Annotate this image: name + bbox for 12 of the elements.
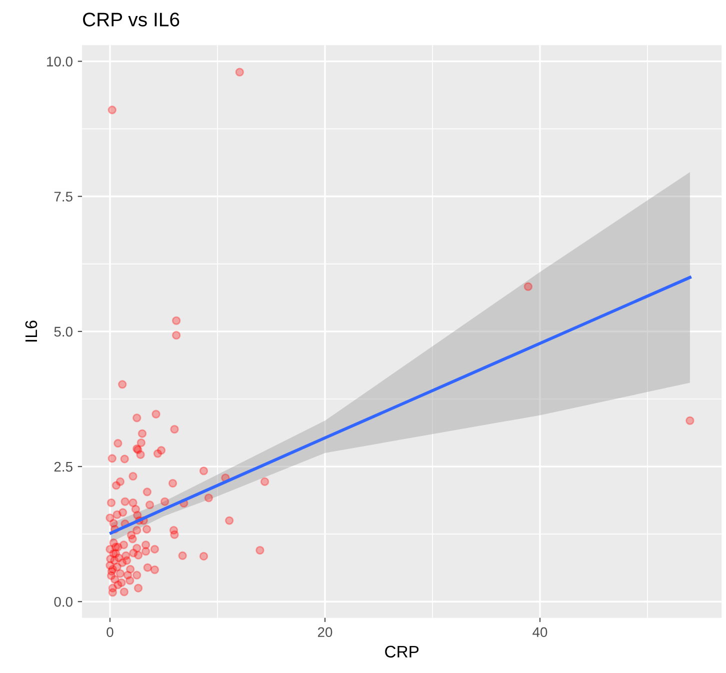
chart-title: CRP vs IL6 [83, 12, 180, 26]
x-axis-title: CRP [385, 646, 419, 658]
y-tick-label: 2.5 [54, 462, 72, 472]
y-tick-label: 5.0 [54, 326, 72, 337]
x-tick-label: 20 [318, 627, 332, 638]
x-tick-label: 0 [106, 627, 114, 638]
x-tick-label: 40 [532, 627, 548, 638]
y-tick-label: 7.5 [54, 192, 72, 202]
y-tick-label: 10.0 [47, 56, 72, 66]
line-series [110, 276, 692, 535]
y-axis-title: IL6 [25, 320, 38, 342]
y-tick-label: 0.0 [54, 596, 72, 607]
